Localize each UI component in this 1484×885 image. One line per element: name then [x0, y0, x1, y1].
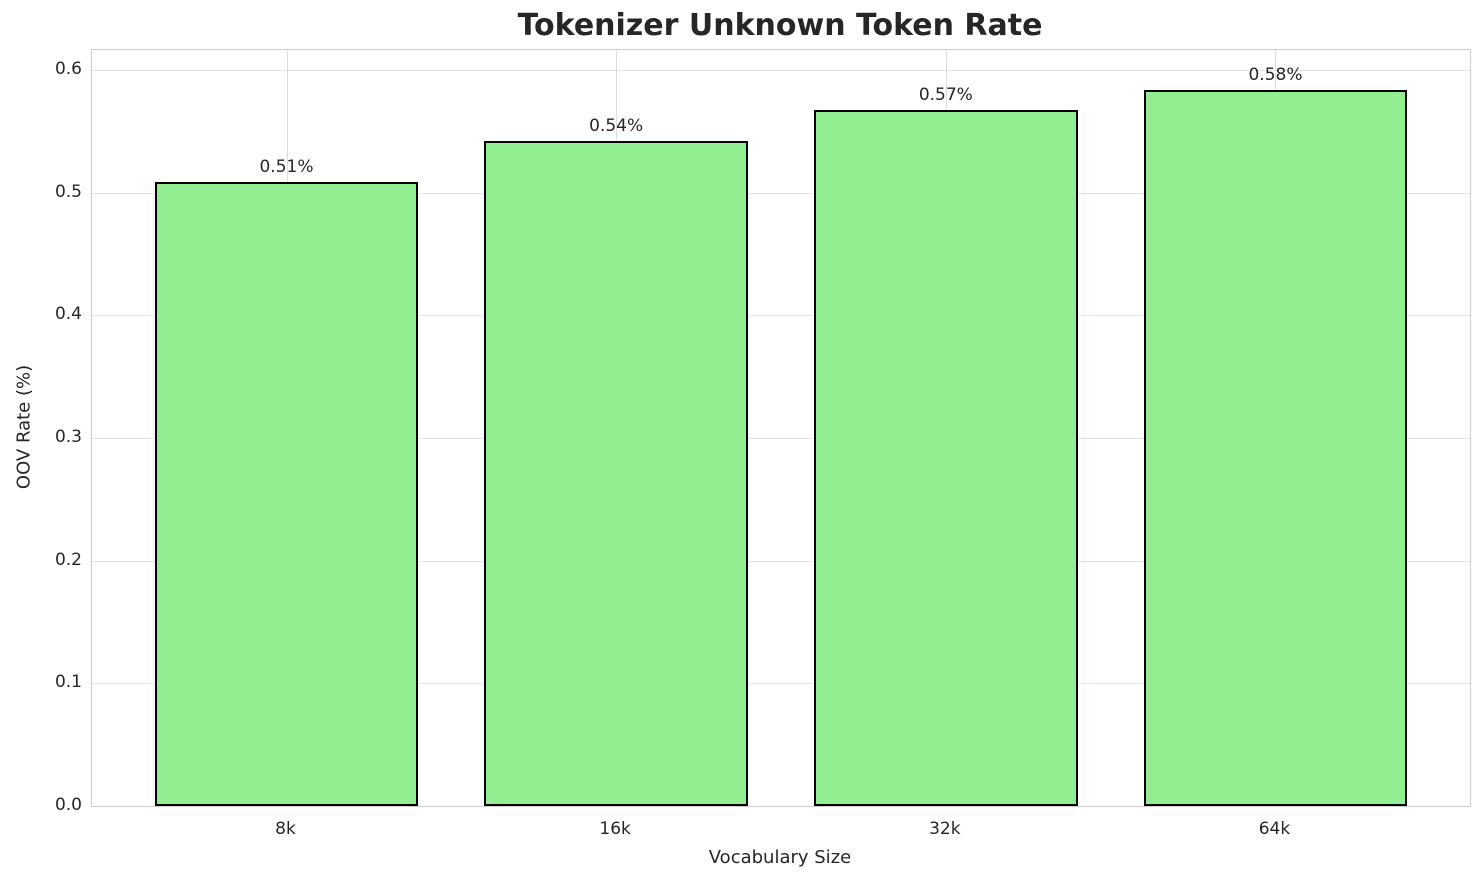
x-tick-label: 64k: [1258, 819, 1291, 839]
h-gridline: [92, 437, 1470, 439]
y-tick-label: 0.4: [54, 304, 82, 325]
chart-title: Tokenizer Unknown Token Rate: [517, 8, 1043, 43]
x-tick-label: 32k: [929, 819, 961, 839]
x-tick-label: 8k: [275, 819, 296, 839]
h-gridline: [92, 560, 1470, 562]
bar-8k: [154, 181, 419, 806]
plot-area: 0.51% 0.54% 0.57% 0.58%: [91, 49, 1471, 807]
x-tick-label: 16k: [599, 819, 631, 839]
h-gridline: [92, 192, 1470, 194]
h-gridline: [92, 683, 1470, 685]
y-tick-label: 0.2: [54, 549, 82, 570]
bar-value-label: 0.51%: [259, 156, 314, 177]
h-gridline: [92, 69, 1470, 71]
x-axis-label: Vocabulary Size: [708, 847, 852, 868]
bar-64k: [1143, 89, 1408, 806]
bar-16k: [484, 141, 749, 806]
y-tick-label: 0.5: [54, 181, 82, 202]
y-tick-label: 0.3: [54, 426, 82, 447]
bar-value-label: 0.58%: [1248, 64, 1303, 85]
y-axis-label: OOV Rate (%): [13, 364, 35, 490]
bar-value-label: 0.57%: [918, 85, 973, 106]
h-gridline: [92, 315, 1470, 317]
y-tick-label: 0.0: [54, 795, 82, 815]
bar-32k: [813, 110, 1078, 806]
y-tick-label: 0.6: [54, 58, 82, 79]
bar-value-label: 0.54%: [589, 116, 644, 137]
y-tick-label: 0.1: [54, 672, 82, 693]
